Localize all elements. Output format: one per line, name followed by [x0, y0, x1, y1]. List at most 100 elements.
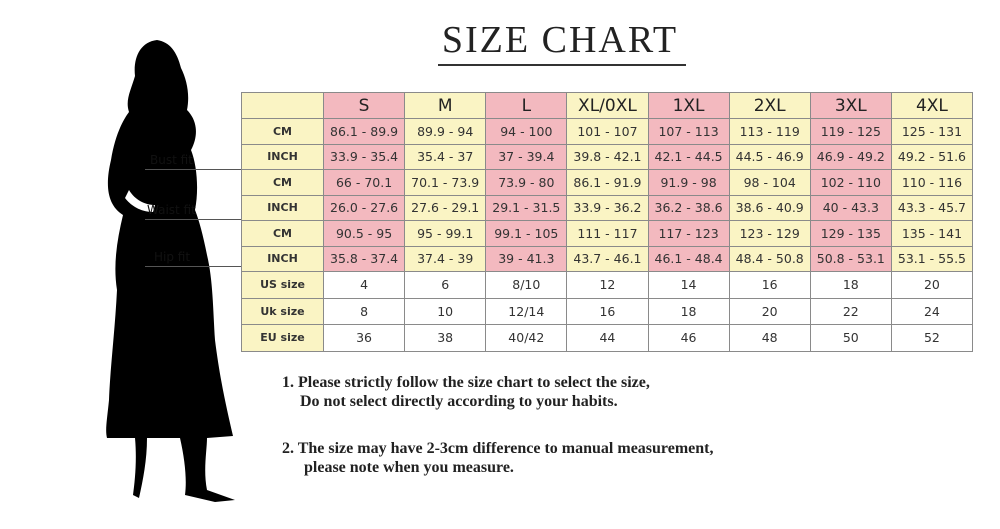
size-header: S: [322, 92, 406, 119]
measurement-cell: 27.6 - 29.1: [404, 194, 487, 221]
size-cell: 8/10: [485, 271, 568, 299]
size-cell: 20: [728, 297, 811, 325]
size-header: L: [485, 92, 568, 119]
size-cell: 6: [404, 271, 487, 299]
measurement-cell: 94 - 100: [485, 118, 568, 145]
title-underline: [438, 64, 686, 66]
size-cell: 4: [322, 271, 406, 299]
measurement-cell: 98 - 104: [728, 169, 811, 196]
size-cell: 18: [647, 297, 730, 325]
size-cell: 52: [890, 324, 974, 352]
measurement-cell: 110 - 116: [890, 169, 974, 196]
measurement-cell: 39.8 - 42.1: [566, 143, 649, 170]
size-cell: 44: [566, 324, 649, 352]
hip-fit-line: [145, 266, 241, 267]
row-unit-label: CM: [241, 220, 324, 247]
measurement-row: CM 66 - 70.1 70.1 - 73.9 73.9 - 80 86.1 - 91…: [241, 169, 974, 196]
size-cell: 36: [322, 324, 406, 352]
measurement-cell: 117 - 123: [647, 220, 730, 247]
size-cell: 20: [890, 271, 974, 299]
measurement-cell: 90.5 - 95: [322, 220, 406, 247]
measurement-cell: 73.9 - 80: [485, 169, 568, 196]
measurement-cell: 46.1 - 48.4: [647, 245, 730, 272]
measurement-cell: 48.4 - 50.8: [728, 245, 811, 272]
note-1-line-2: Do not select directly according to your…: [300, 393, 618, 410]
measurement-cell: 99.1 - 105: [485, 220, 568, 247]
row-size-label: Uk size: [241, 297, 324, 325]
size-header: M: [404, 92, 487, 119]
size-header: 1XL: [647, 92, 730, 119]
measurement-cell: 101 - 107: [566, 118, 649, 145]
measurement-cell: 36.2 - 38.6: [647, 194, 730, 221]
measurement-cell: 53.1 - 55.5: [890, 245, 974, 272]
measurement-cell: 42.1 - 44.5: [647, 143, 730, 170]
page-title: SIZE CHART: [441, 19, 679, 61]
measurement-cell: 91.9 - 98: [647, 169, 730, 196]
note-2-line-1: 2. The size may have 2-3cm difference to…: [282, 440, 714, 457]
size-cell: 46: [647, 324, 730, 352]
measurement-cell: 43.7 - 46.1: [566, 245, 649, 272]
measurement-cell: 35.4 - 37: [404, 143, 487, 170]
measurement-cell: 33.9 - 36.2: [566, 194, 649, 221]
measurement-row: INCH 33.9 - 35.4 35.4 - 37 37 - 39.4 39.8 - …: [241, 143, 974, 170]
size-header: 4XL: [890, 92, 974, 119]
measurement-cell: 38.6 - 40.9: [728, 194, 811, 221]
size-cell: 22: [809, 297, 892, 325]
row-unit-label: INCH: [241, 194, 324, 221]
measurement-cell: 95 - 99.1: [404, 220, 487, 247]
size-cell: 40/42: [485, 324, 568, 352]
hip-fit-label: Hip fit: [154, 250, 191, 264]
measurement-cell: 102 - 110: [809, 169, 892, 196]
measurement-cell: 37 - 39.4: [485, 143, 568, 170]
measurement-cell: 49.2 - 51.6: [890, 143, 974, 170]
measurement-row: INCH 26.0 - 27.6 27.6 - 29.1 29.1 - 31.5 33.…: [241, 194, 974, 221]
woman-silhouette: [106, 40, 235, 502]
measurement-cell: 129 - 135: [809, 220, 892, 247]
measurement-cell: 135 - 141: [890, 220, 974, 247]
measurement-cell: 33.9 - 35.4: [322, 143, 406, 170]
measurement-row: CM 86.1 - 89.9 89.9 - 94 94 - 100 101 - 107 1…: [241, 118, 974, 145]
measurement-cell: 107 - 113: [647, 118, 730, 145]
measurement-cell: 40 - 43.3: [809, 194, 892, 221]
waist-fit-label: Waist fit: [147, 203, 196, 217]
size-cell: 14: [647, 271, 730, 299]
measurement-cell: 46.9 - 49.2: [809, 143, 892, 170]
measurement-cell: 119 - 125: [809, 118, 892, 145]
measurement-cell: 111 - 117: [566, 220, 649, 247]
measurement-row: CM 90.5 - 95 95 - 99.1 99.1 - 105 111 - 117 1…: [241, 220, 974, 247]
measurement-cell: 86.1 - 89.9: [322, 118, 406, 145]
measurement-cell: 113 - 119: [728, 118, 811, 145]
row-size-label: EU size: [241, 324, 324, 352]
measurement-cell: 125 - 131: [890, 118, 974, 145]
measurement-cell: 26.0 - 27.6: [322, 194, 406, 221]
measurement-row: INCH 35.8 - 37.4 37.4 - 39 39 - 41.3 43.7 - …: [241, 245, 974, 272]
size-cell: 12/14: [485, 297, 568, 325]
note-2: 2. The size may have 2-3cm difference to…: [282, 439, 713, 477]
note-2-line-2: please note when you measure.: [304, 459, 514, 476]
measurement-cell: 50.8 - 53.1: [809, 245, 892, 272]
waist-fit-line: [145, 219, 241, 220]
note-1: 1. Please strictly follow the size chart…: [282, 373, 650, 411]
size-conversion-row: Uk size 8 10 12/14 16 18 20 22 24: [241, 297, 974, 325]
size-conversion-row: EU size 36 38 40/42 44 46 48 50 52: [241, 324, 974, 352]
size-cell: 48: [728, 324, 811, 352]
size-table: S M L XL/0XL 1XL 2XL 3XL 4XL CM 86.1 - 89.9 89.9 -…: [241, 92, 974, 352]
measurement-cell: 89.9 - 94: [404, 118, 487, 145]
measurement-cell: 43.3 - 45.7: [890, 194, 974, 221]
note-1-line-1: 1. Please strictly follow the size chart…: [282, 374, 650, 391]
size-header: XL/0XL: [566, 92, 649, 119]
size-cell: 50: [809, 324, 892, 352]
size-cell: 10: [404, 297, 487, 325]
size-header: 2XL: [728, 92, 811, 119]
measurement-cell: 29.1 - 31.5: [485, 194, 568, 221]
size-cell: 8: [322, 297, 406, 325]
measurement-cell: 70.1 - 73.9: [404, 169, 487, 196]
row-unit-label: INCH: [241, 245, 324, 272]
row-unit-label: CM: [241, 169, 324, 196]
size-cell: 18: [809, 271, 892, 299]
measurement-cell: 66 - 70.1: [322, 169, 406, 196]
measurement-cell: 35.8 - 37.4: [322, 245, 406, 272]
size-cell: 38: [404, 324, 487, 352]
corner-cell: [241, 92, 324, 119]
